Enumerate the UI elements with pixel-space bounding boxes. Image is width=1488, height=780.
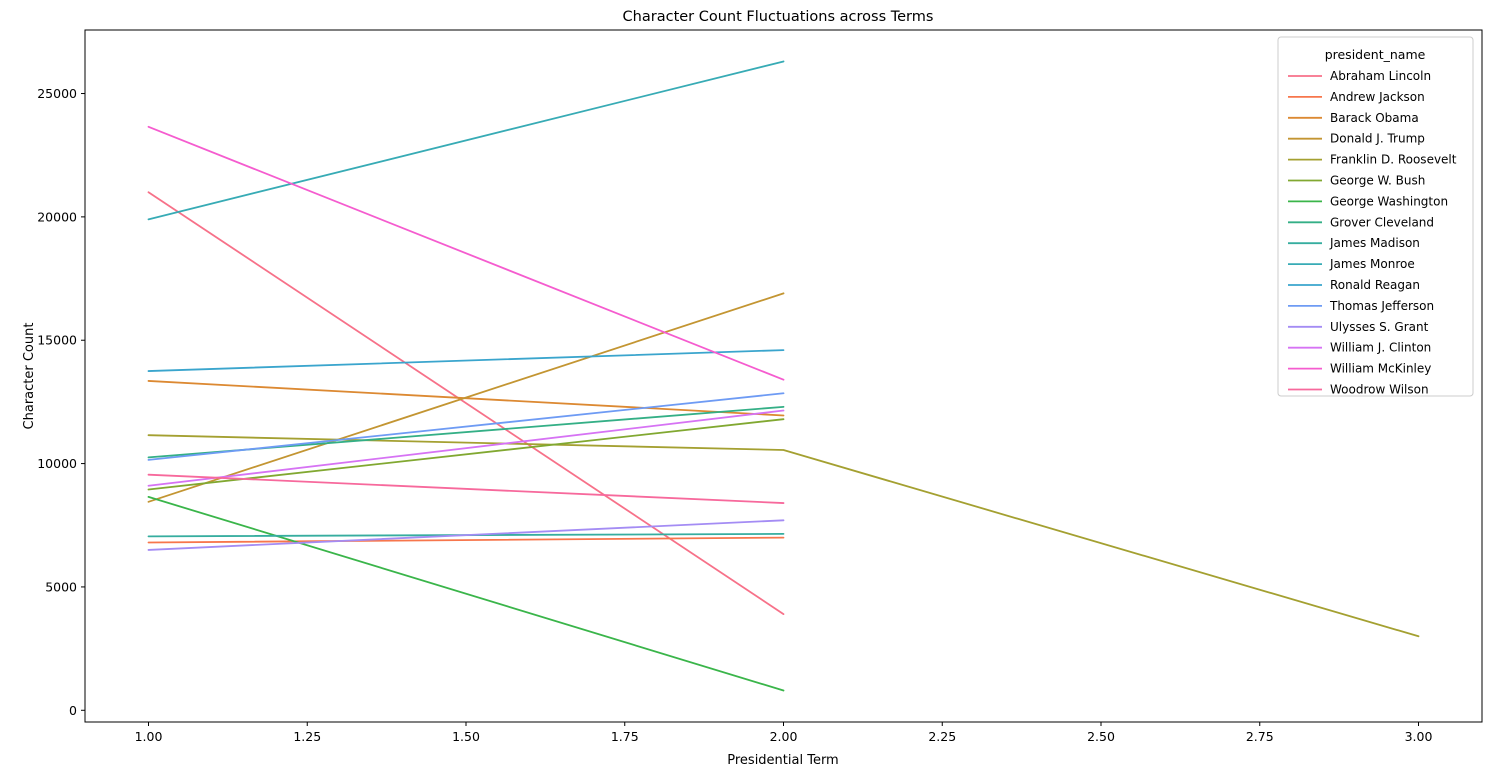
legend-label: Ronald Reagan xyxy=(1330,278,1420,292)
line-james-monroe xyxy=(147,60,785,221)
legend-label: George W. Bush xyxy=(1330,174,1425,188)
legend-box xyxy=(1277,36,1474,397)
line-william-mckinley xyxy=(147,125,785,381)
legend-label: Donald J. Trump xyxy=(1330,132,1425,146)
x-axis-label: Presidential Term xyxy=(727,753,838,768)
y-tick-label: 15000 xyxy=(37,333,77,348)
x-axis-ticks: 1.00 1.25 1.50 1.75 2.00 2.25 2.50 2.75 3.00 xyxy=(135,722,1433,744)
line-abraham-lincoln xyxy=(147,191,785,615)
line-george-w-bush xyxy=(147,418,785,491)
y-tick-label: 25000 xyxy=(37,86,77,101)
legend-entries: Abraham Lincoln Andrew Jackson Barack Obam… xyxy=(1288,69,1457,397)
legend-label: Franklin D. Roosevelt xyxy=(1330,153,1457,167)
x-tick-label: 2.00 xyxy=(770,729,798,744)
y-axis-ticks: 0 5000 10000 15000 20000 25000 xyxy=(37,86,85,718)
line-george-washington xyxy=(147,495,785,692)
x-tick-label: 1.00 xyxy=(135,729,163,744)
y-axis-label: Character Count xyxy=(22,323,37,430)
series-group xyxy=(147,60,1420,692)
legend-label: Thomas Jefferson xyxy=(1329,299,1434,313)
legend-label: Abraham Lincoln xyxy=(1330,69,1431,83)
line-andrew-jackson xyxy=(147,536,785,544)
legend-label: James Madison xyxy=(1329,236,1420,250)
legend-label: Barack Obama xyxy=(1330,111,1419,125)
legend-label: William J. Clinton xyxy=(1330,341,1431,355)
line-ulysses-s-grant xyxy=(147,519,785,551)
chart-title: Character Count Fluctuations across Term… xyxy=(623,9,934,25)
y-tick-label: 0 xyxy=(69,703,77,718)
legend-title: president_name xyxy=(1325,47,1426,62)
line-thomas-jefferson xyxy=(147,392,785,461)
line-william-j-clinton xyxy=(147,409,785,487)
x-tick-label: 2.50 xyxy=(1087,729,1115,744)
legend-label: William McKinley xyxy=(1330,362,1431,376)
x-tick-label: 2.75 xyxy=(1246,729,1274,744)
x-tick-label: 2.25 xyxy=(928,729,956,744)
y-tick-label: 20000 xyxy=(37,209,77,224)
legend-label: Ulysses S. Grant xyxy=(1330,320,1429,334)
x-tick-label: 1.25 xyxy=(293,729,321,744)
legend-label: Andrew Jackson xyxy=(1330,90,1425,104)
x-tick-label: 1.75 xyxy=(611,729,639,744)
line-ronald-reagan xyxy=(147,349,785,372)
y-tick-label: 5000 xyxy=(45,579,77,594)
legend-label: Woodrow Wilson xyxy=(1330,383,1429,397)
legend-label: James Monroe xyxy=(1329,257,1415,271)
line-woodrow-wilson xyxy=(147,473,785,504)
y-tick-label: 10000 xyxy=(37,456,77,471)
x-tick-label: 1.50 xyxy=(452,729,480,744)
legend-label: George Washington xyxy=(1330,194,1448,208)
line-donald-j-trump xyxy=(147,292,785,503)
legend-label: Grover Cleveland xyxy=(1330,215,1434,229)
legend: president_name Abraham Lincoln Andrew Jac… xyxy=(1277,36,1474,397)
x-tick-label: 3.00 xyxy=(1405,729,1433,744)
